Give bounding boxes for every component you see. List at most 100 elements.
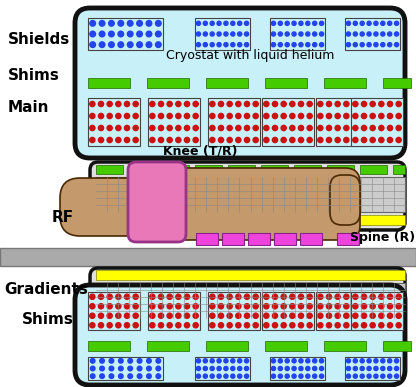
- Circle shape: [238, 366, 242, 371]
- Circle shape: [119, 358, 123, 363]
- Circle shape: [299, 21, 303, 26]
- Circle shape: [281, 323, 286, 328]
- FancyBboxPatch shape: [75, 285, 405, 385]
- Circle shape: [245, 323, 250, 328]
- Circle shape: [379, 323, 384, 328]
- Circle shape: [361, 323, 366, 328]
- Circle shape: [353, 359, 357, 363]
- Circle shape: [281, 313, 286, 319]
- Circle shape: [193, 137, 198, 142]
- FancyBboxPatch shape: [327, 322, 354, 331]
- Circle shape: [238, 32, 242, 36]
- Circle shape: [118, 31, 124, 37]
- Circle shape: [281, 294, 286, 300]
- FancyBboxPatch shape: [330, 175, 360, 225]
- Circle shape: [362, 101, 366, 106]
- Circle shape: [90, 42, 96, 48]
- Circle shape: [203, 359, 207, 363]
- Circle shape: [370, 304, 375, 309]
- Circle shape: [299, 43, 303, 47]
- Circle shape: [299, 32, 303, 36]
- FancyBboxPatch shape: [148, 98, 200, 146]
- Circle shape: [353, 43, 357, 47]
- Circle shape: [313, 366, 317, 371]
- Circle shape: [394, 43, 399, 47]
- Circle shape: [344, 294, 349, 300]
- Circle shape: [156, 21, 161, 26]
- Circle shape: [319, 32, 324, 36]
- Circle shape: [319, 43, 324, 47]
- Circle shape: [319, 374, 324, 378]
- Circle shape: [318, 137, 323, 142]
- Circle shape: [347, 366, 351, 371]
- FancyBboxPatch shape: [316, 98, 368, 146]
- Circle shape: [253, 304, 258, 309]
- Circle shape: [388, 359, 392, 363]
- Circle shape: [90, 125, 95, 130]
- Circle shape: [361, 137, 366, 142]
- Circle shape: [278, 374, 282, 378]
- Circle shape: [352, 101, 358, 106]
- Circle shape: [231, 32, 235, 36]
- Circle shape: [361, 313, 366, 319]
- Circle shape: [184, 294, 190, 300]
- Circle shape: [210, 313, 215, 319]
- FancyBboxPatch shape: [195, 165, 222, 174]
- Circle shape: [124, 113, 130, 118]
- Circle shape: [387, 304, 393, 309]
- Circle shape: [210, 32, 214, 36]
- Circle shape: [116, 113, 121, 118]
- Circle shape: [217, 374, 221, 378]
- Circle shape: [193, 304, 198, 309]
- Circle shape: [253, 323, 258, 328]
- FancyBboxPatch shape: [88, 292, 140, 330]
- Circle shape: [307, 137, 312, 142]
- Circle shape: [127, 21, 133, 26]
- Circle shape: [374, 366, 378, 371]
- Circle shape: [196, 21, 201, 26]
- Circle shape: [245, 43, 249, 47]
- Text: Cryostat with liquid helium: Cryostat with liquid helium: [166, 48, 334, 62]
- Circle shape: [362, 313, 366, 319]
- Circle shape: [387, 101, 393, 106]
- Circle shape: [150, 323, 155, 328]
- Circle shape: [193, 101, 198, 106]
- FancyBboxPatch shape: [206, 78, 248, 88]
- Circle shape: [90, 313, 95, 319]
- Circle shape: [335, 294, 340, 300]
- Circle shape: [306, 366, 310, 371]
- FancyBboxPatch shape: [222, 233, 244, 245]
- Circle shape: [344, 125, 349, 130]
- Circle shape: [388, 366, 392, 371]
- Circle shape: [158, 313, 163, 319]
- Circle shape: [374, 32, 378, 36]
- Circle shape: [253, 137, 258, 142]
- Circle shape: [107, 113, 112, 118]
- Circle shape: [227, 313, 232, 319]
- Circle shape: [313, 32, 317, 36]
- Circle shape: [150, 137, 155, 142]
- Circle shape: [306, 21, 310, 26]
- FancyBboxPatch shape: [261, 322, 288, 331]
- FancyBboxPatch shape: [147, 78, 189, 88]
- Circle shape: [90, 113, 95, 118]
- Circle shape: [353, 323, 358, 328]
- Circle shape: [394, 32, 399, 36]
- Circle shape: [184, 137, 190, 142]
- Circle shape: [381, 374, 385, 378]
- FancyBboxPatch shape: [88, 341, 130, 351]
- Circle shape: [367, 21, 371, 26]
- FancyBboxPatch shape: [162, 165, 189, 174]
- Circle shape: [278, 43, 282, 47]
- Circle shape: [231, 366, 235, 371]
- FancyBboxPatch shape: [265, 78, 307, 88]
- FancyBboxPatch shape: [90, 268, 405, 350]
- Circle shape: [203, 43, 207, 47]
- FancyBboxPatch shape: [262, 98, 314, 146]
- Circle shape: [176, 304, 181, 309]
- Circle shape: [158, 323, 163, 328]
- Circle shape: [210, 359, 214, 363]
- Circle shape: [367, 374, 371, 378]
- Circle shape: [307, 101, 312, 106]
- Circle shape: [90, 294, 95, 300]
